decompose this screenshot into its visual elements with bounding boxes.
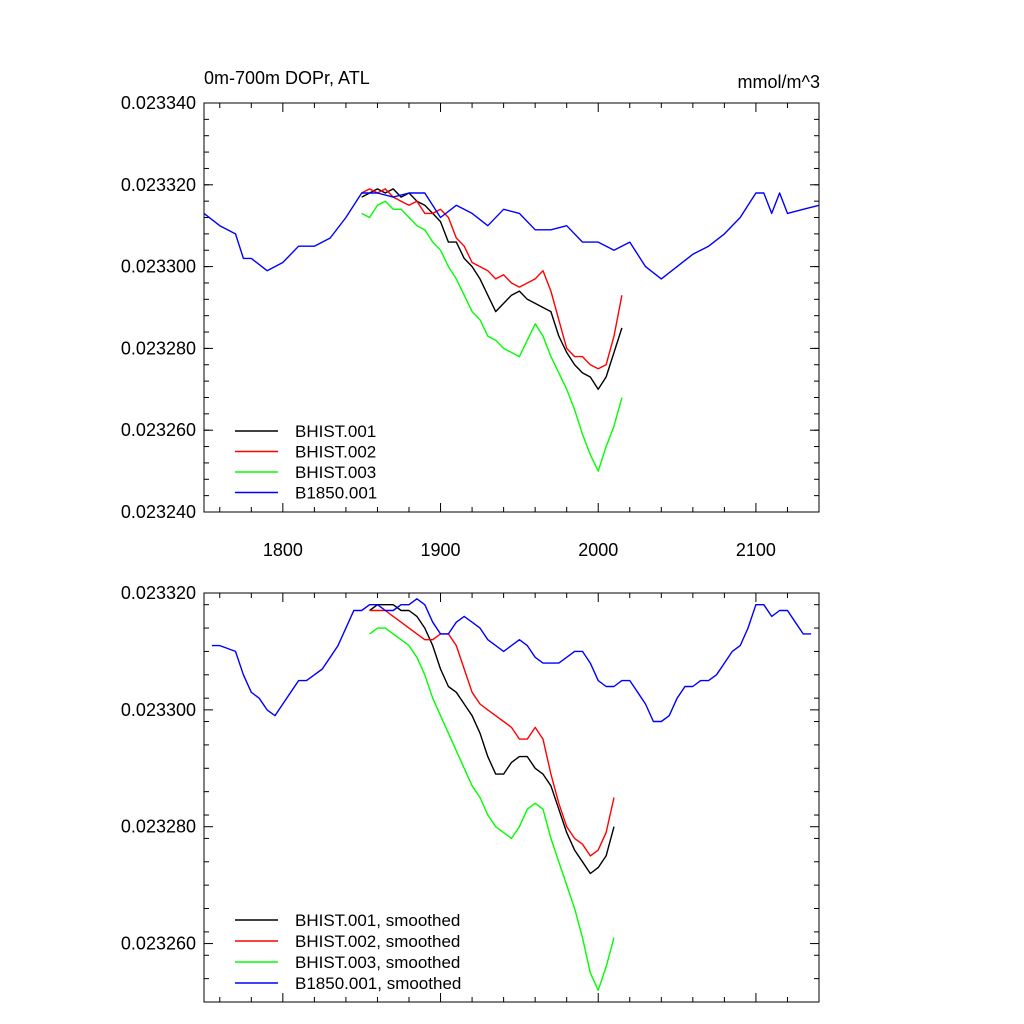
legend-label: BHIST.001 <box>295 422 376 441</box>
legend-label: BHIST.003 <box>295 463 376 482</box>
x-tick-label: 1900 <box>421 540 461 560</box>
chart-title: 0m-700m DOPr, ATL <box>204 68 370 88</box>
legend-label: BHIST.001, smoothed <box>295 911 460 930</box>
legend-label: B1850.001, smoothed <box>295 974 461 993</box>
y-tick-label: 0.023320 <box>121 175 196 195</box>
series-line-bhist-003-smoothed <box>369 627 615 991</box>
plot-frame <box>203 592 820 1003</box>
series-line-bhist-002 <box>361 188 623 370</box>
series-line-bhist-001 <box>361 188 623 390</box>
bottom-panel: 0.023260 0.023280 0.023300 0.023320 BHIST.0… <box>121 583 820 1003</box>
series-line-b1850-001 <box>203 192 820 280</box>
y-tick-label: 0.023300 <box>121 700 196 720</box>
y-tick-label: 0.023260 <box>121 934 196 954</box>
series-line-bhist-002-smoothed <box>369 609 615 857</box>
x-tick-label: 2000 <box>578 540 618 560</box>
y-tick-label: 0.023300 <box>121 257 196 277</box>
y-tick-label: 0.023280 <box>121 817 196 837</box>
legend-label: BHIST.002 <box>295 443 376 462</box>
y-tick-label: 0.023260 <box>121 420 196 440</box>
legend-label: BHIST.002, smoothed <box>295 932 460 951</box>
y-tick-label: 0.023240 <box>121 502 196 522</box>
plot-frame <box>203 102 820 513</box>
y-tick-label: 0.023340 <box>121 93 196 113</box>
x-tick-label: 1800 <box>263 540 303 560</box>
series-line-b1850-001-smoothed <box>211 598 812 723</box>
x-tick-label: 2100 <box>736 540 776 560</box>
legend-label: BHIST.003, smoothed <box>295 953 460 972</box>
series-line-bhist-001-smoothed <box>369 604 615 875</box>
legend-label: B1850.001 <box>295 484 377 503</box>
series-line-bhist-003 <box>361 200 623 472</box>
y-tick-label: 0.023280 <box>121 338 196 358</box>
y-tick-label: 0.023320 <box>121 583 196 603</box>
top-panel: 0m-700m DOPr, ATL mmol/m^3 0.023240 0.023… <box>121 68 820 560</box>
units-label: mmol/m^3 <box>738 72 820 92</box>
